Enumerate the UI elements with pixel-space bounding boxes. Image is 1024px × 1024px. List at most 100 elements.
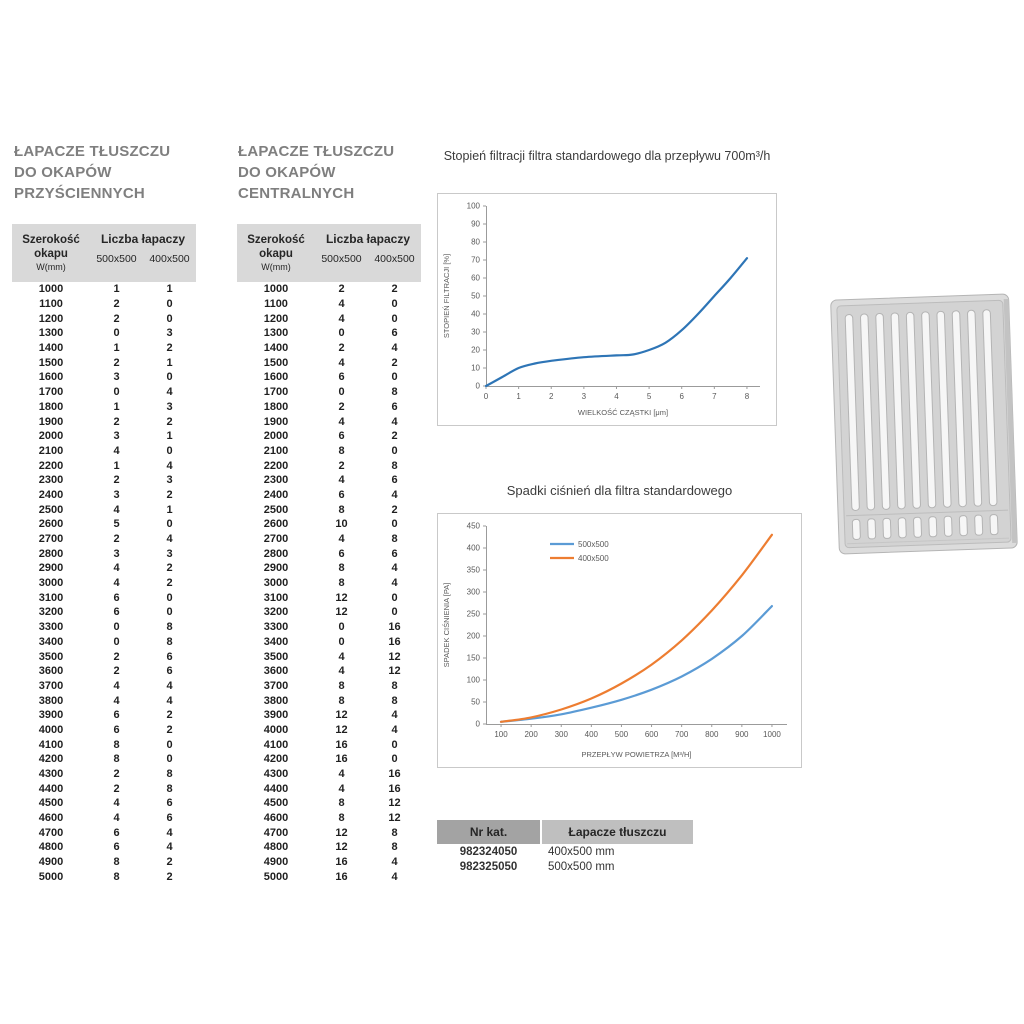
table-cell: 16 <box>335 753 348 766</box>
table-row: 4100 8 0 <box>12 737 196 752</box>
table-cell: 12 <box>388 797 401 810</box>
table-row: 982324050 400x500 mm <box>437 844 693 860</box>
table-cell: 6 <box>113 723 120 736</box>
table-row: 3800 8 8 <box>237 693 421 708</box>
table-row: 3100 12 0 <box>237 590 421 605</box>
table-cell: 0 <box>391 371 398 384</box>
table-cell: 3 <box>113 488 120 501</box>
table-row: 4700 12 8 <box>237 825 421 840</box>
table-row: 2100 8 0 <box>237 444 421 459</box>
svg-text:STOPIEŃ FILTRACJI [%]: STOPIEŃ FILTRACJI [%] <box>442 254 451 338</box>
svg-text:0: 0 <box>476 382 481 391</box>
table-cell: 2500 <box>38 503 64 516</box>
table-cell: 6 <box>338 547 345 560</box>
table-row: 4800 12 8 <box>237 840 421 855</box>
table-cell: 0 <box>391 518 398 531</box>
table-cell: 3 <box>113 430 120 443</box>
table-cell: 2000 <box>38 430 64 443</box>
table-row: 2900 8 4 <box>237 561 421 576</box>
table-cell: 4 <box>338 415 345 428</box>
svg-text:350: 350 <box>467 566 481 575</box>
table-cell: 2 <box>166 488 173 501</box>
table-cell: 2400 <box>38 488 64 501</box>
table-cell: 12 <box>335 709 348 722</box>
svg-text:80: 80 <box>471 238 480 247</box>
table-row: 2300 4 6 <box>237 473 421 488</box>
table-cell: 2 <box>113 415 120 428</box>
pressure-drop-chart-title: Spadki ciśnień dla filtra standardowego <box>506 483 733 498</box>
table-cell: 2900 <box>263 562 289 575</box>
table-cell: 6 <box>338 371 345 384</box>
table-cell: 8 <box>338 797 345 810</box>
table-cell: 0 <box>338 327 345 340</box>
svg-text:300: 300 <box>555 730 569 739</box>
table-cell: 2 <box>166 577 173 590</box>
table-cell: 16 <box>335 870 348 883</box>
table-cell: 2700 <box>263 533 289 546</box>
table-cell: 4 <box>338 533 345 546</box>
table-row: 2700 4 8 <box>237 532 421 547</box>
table-cell: 0 <box>166 312 173 325</box>
table-row: 1500 4 2 <box>237 355 421 370</box>
table-cell: 2 <box>166 342 173 355</box>
table-body: 1000 1 1 1100 2 0 1200 2 0 1300 0 3 1400 1 2 1500 2 1 1600… <box>12 282 196 884</box>
table-cell: 2600 <box>263 518 289 531</box>
svg-text:200: 200 <box>467 632 481 641</box>
table-cell: 4600 <box>263 812 289 825</box>
table-cell: 2 <box>338 283 345 296</box>
table-cell: 1 <box>166 430 173 443</box>
table-cell: 3300 <box>263 621 289 634</box>
svg-text:0: 0 <box>484 392 489 401</box>
table-cell: 4 <box>391 415 398 428</box>
table-row: 1800 1 3 <box>12 400 196 415</box>
svg-text:30: 30 <box>471 328 480 337</box>
table-cell: 2 <box>113 474 120 487</box>
table-cell: 2200 <box>263 459 289 472</box>
table-row: 4900 16 4 <box>237 855 421 870</box>
table-cell: 3 <box>166 400 173 413</box>
table-cell: 6 <box>338 488 345 501</box>
table-cell: 6 <box>113 591 120 604</box>
table-cell: 4 <box>113 694 120 707</box>
table-row: 2200 1 4 <box>12 458 196 473</box>
wall-hoods-section-title: ŁAPACZE TŁUSZCZU DO OKAPÓW PRZYŚCIENNYCH <box>14 143 171 202</box>
table-cell: 4800 <box>38 841 64 854</box>
table-cell: 3600 <box>263 665 289 678</box>
table-cell: 0 <box>391 298 398 311</box>
table-cell: 3200 <box>263 606 289 619</box>
table-cell: 2 <box>338 342 345 355</box>
svg-text:100: 100 <box>494 730 508 739</box>
table-cell: 1 <box>166 503 173 516</box>
table-cell: 4000 <box>263 723 289 736</box>
table-cell: 8 <box>166 635 173 648</box>
table-row: 4000 6 2 <box>12 723 196 738</box>
pressure-drop-chart: 0 50 100 150 200 250 300 350 400 450 100 200 300 400 5… <box>437 513 802 768</box>
table-cell: 8 <box>166 768 173 781</box>
table-cell: 1 <box>113 459 120 472</box>
table-cell: 2 <box>391 283 398 296</box>
table-row: 4300 2 8 <box>12 767 196 782</box>
table-cell: 1 <box>113 342 120 355</box>
count-column-headers: Liczba łapaczy 500x500 400x500 <box>315 224 421 282</box>
table-row: 2900 4 2 <box>12 561 196 576</box>
table-cell: 4000 <box>38 723 64 736</box>
table-cell: 4 <box>338 768 345 781</box>
table-row: 4700 6 4 <box>12 825 196 840</box>
table-cell: 1800 <box>263 400 289 413</box>
table-cell: 0 <box>391 312 398 325</box>
table-cell: 2 <box>166 870 173 883</box>
table-cell: 2 <box>113 768 120 781</box>
table-cell: 2 <box>113 650 120 663</box>
table-cell: 8 <box>338 679 345 692</box>
svg-text:5: 5 <box>647 392 652 401</box>
table-cell: 8 <box>338 444 345 457</box>
table-cell: 2 <box>391 356 398 369</box>
table-cell: 1900 <box>263 415 289 428</box>
width-column-header: Szerokość okapu W(mm) <box>22 234 80 272</box>
table-cell: 6 <box>391 327 398 340</box>
table-row: 1200 4 0 <box>237 311 421 326</box>
table-cell: 4500 <box>263 797 289 810</box>
table-cell: 2 <box>166 723 173 736</box>
svg-text:50: 50 <box>471 292 480 301</box>
table-row: 3000 4 2 <box>12 576 196 591</box>
